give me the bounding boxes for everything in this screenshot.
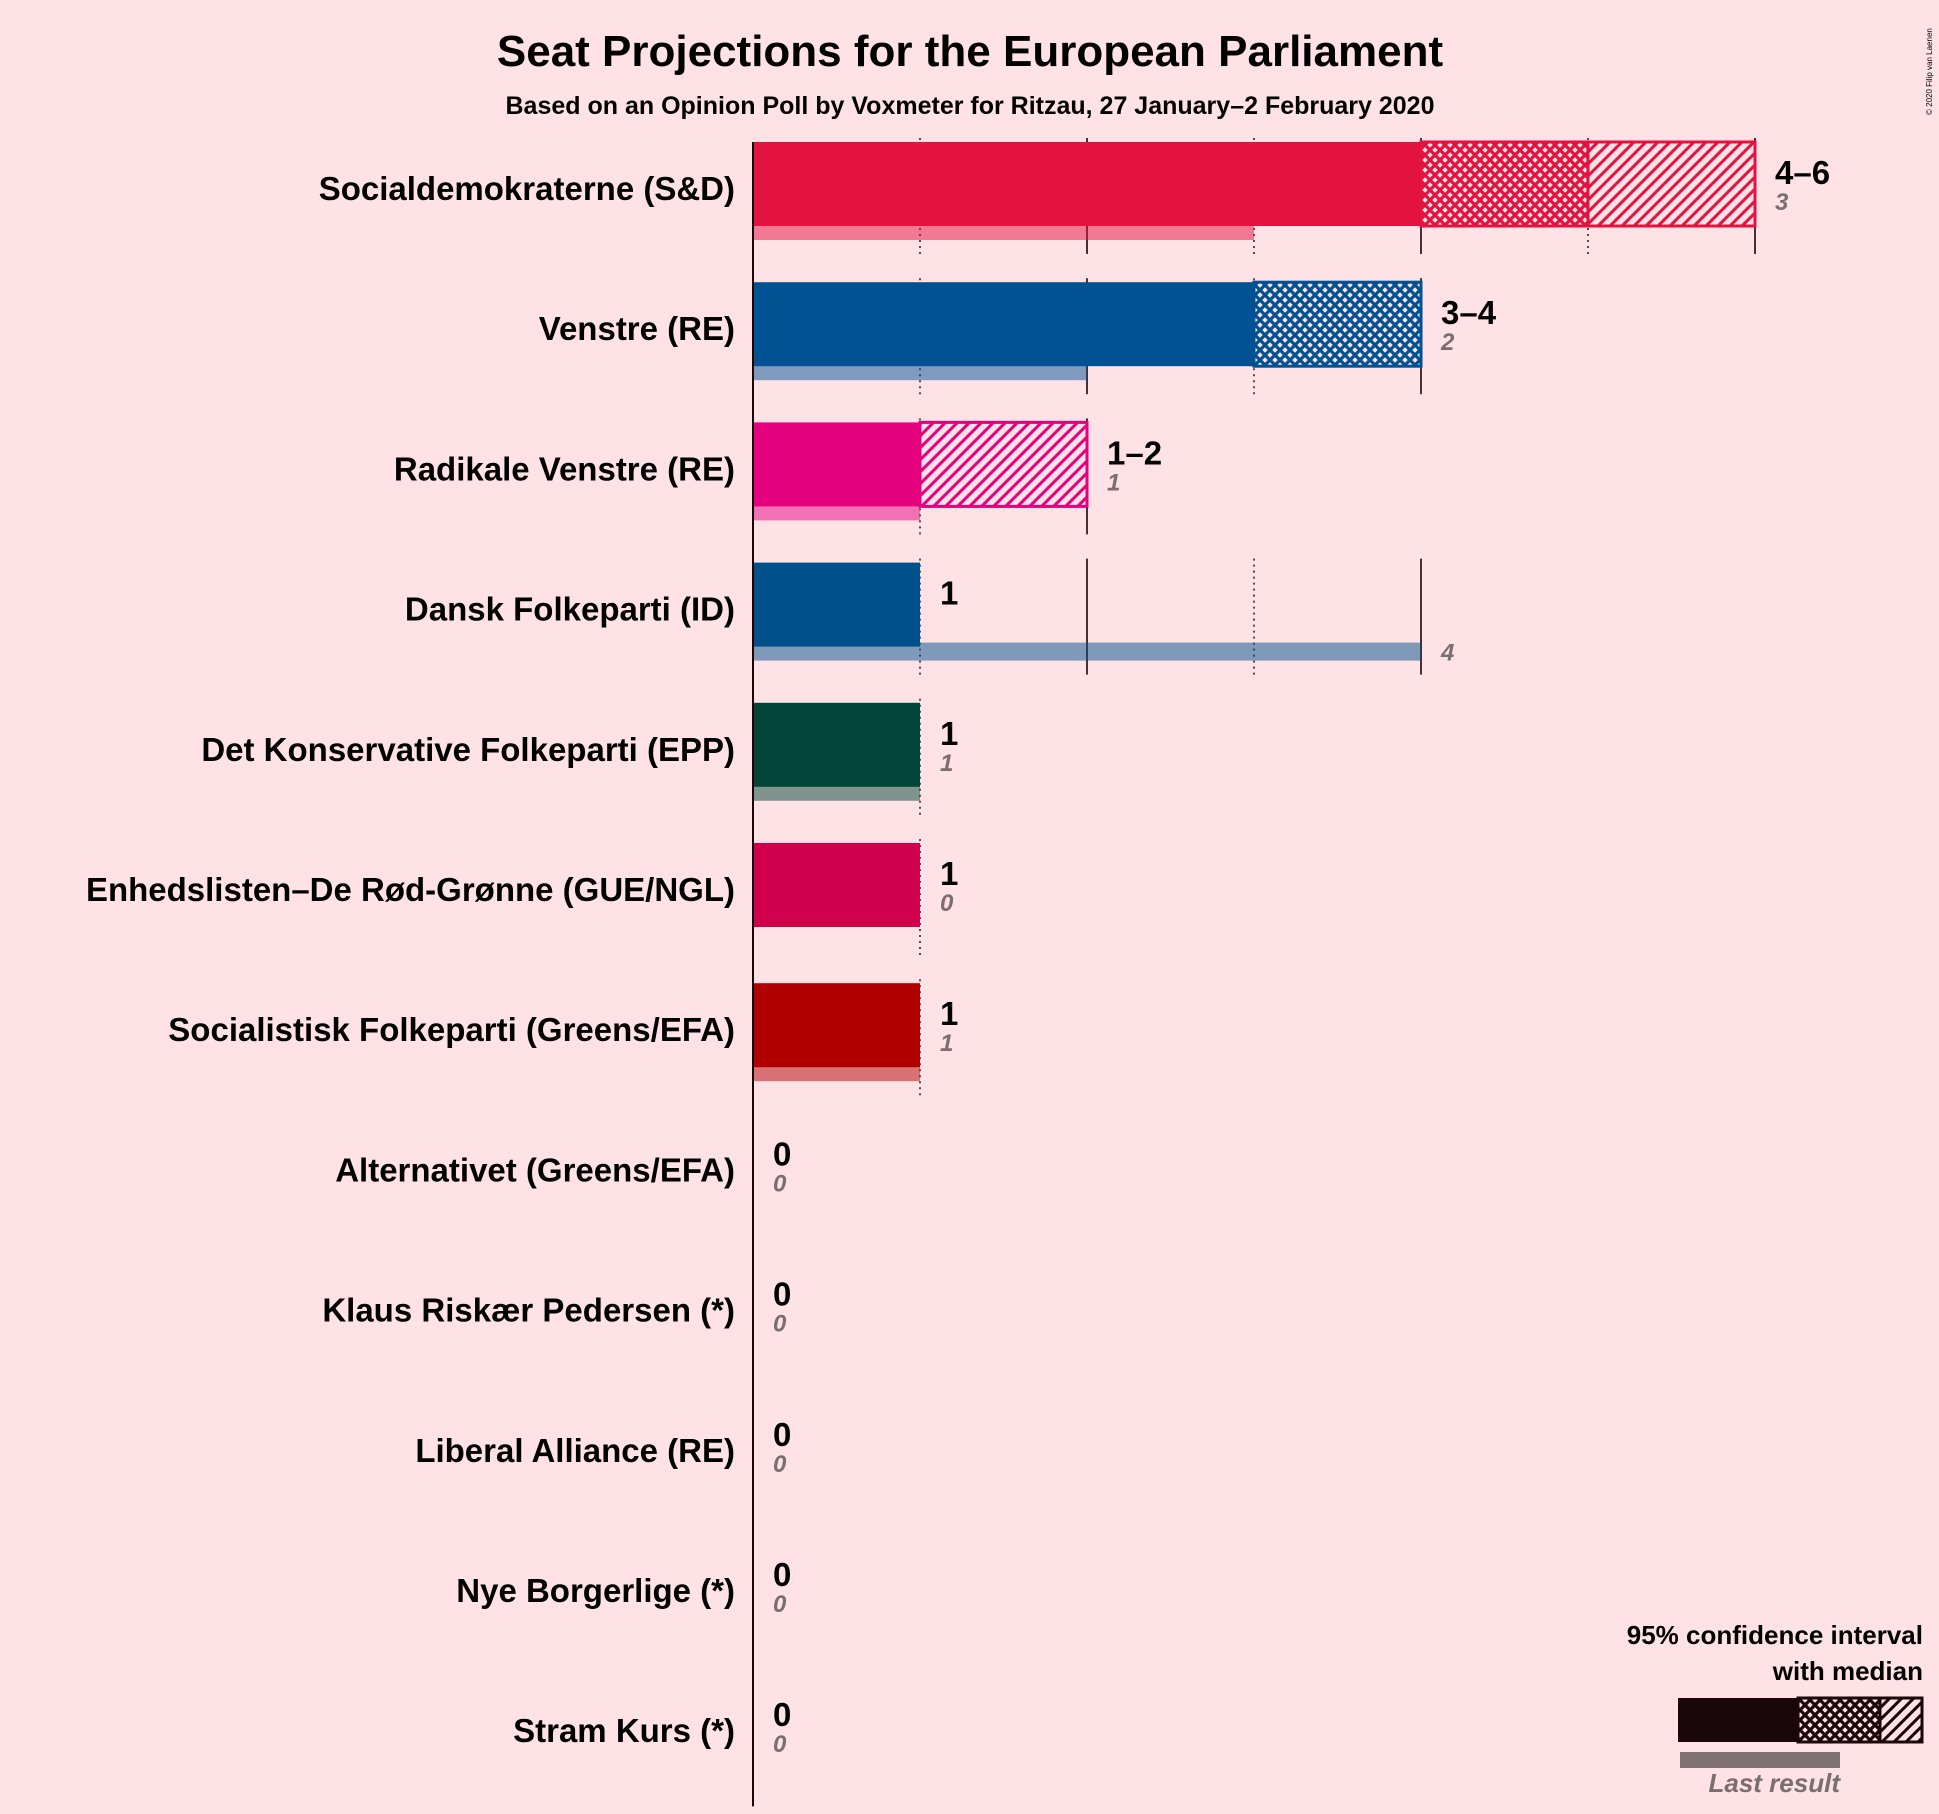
party-label: Stram Kurs (*) — [513, 1712, 735, 1749]
legend-crosshatch-bar — [1796, 1696, 1882, 1744]
party-row: Liberal Alliance (RE) 00 — [415, 1416, 791, 1478]
last-result-label: 0 — [773, 1170, 787, 1197]
last-result-label: 1 — [940, 1030, 953, 1057]
range-label: 0 — [773, 1556, 791, 1593]
party-row: Socialdemokraterne (S&D) 4–63 — [319, 140, 1830, 240]
party-label: Nye Borgerlige (*) — [456, 1572, 735, 1609]
ci-solid-bar — [753, 843, 920, 927]
range-label: 4–6 — [1775, 154, 1830, 191]
ci-solid-bar — [753, 422, 920, 507]
range-label: 0 — [773, 1135, 791, 1172]
party-label: Alternativet (Greens/EFA) — [335, 1151, 735, 1188]
party-label: Dansk Folkeparti (ID) — [405, 591, 735, 628]
legend-diagonal-bar — [1878, 1696, 1924, 1744]
range-label: 1 — [940, 575, 958, 612]
legend-solid-bar — [1678, 1698, 1798, 1742]
last-result-label: 1 — [940, 750, 953, 777]
chart-title: Seat Projections for the European Parlia… — [497, 27, 1444, 76]
range-label: 0 — [773, 1696, 791, 1733]
legend: 95% confidence interval with median Last… — [1627, 1620, 1924, 1798]
chart-subtitle: Based on an Opinion Poll by Voxmeter for… — [506, 92, 1435, 120]
ci-diagonal-bar — [918, 420, 1089, 508]
party-row: Det Konservative Folkeparti (EPP) 11 — [201, 702, 958, 801]
party-row: Nye Borgerlige (*) 00 — [456, 1556, 791, 1618]
party-label: Socialistisk Folkeparti (Greens/EFA) — [168, 1011, 735, 1048]
range-label: 1 — [940, 715, 958, 752]
last-result-label: 1 — [1107, 469, 1120, 496]
party-row: Klaus Riskær Pedersen (*) 00 — [322, 1276, 791, 1338]
legend-title-line2: with median — [1772, 1656, 1923, 1686]
ci-solid-bar — [753, 142, 1421, 226]
party-row: Alternativet (Greens/EFA) 00 — [335, 1135, 791, 1197]
ci-solid-bar — [753, 282, 1254, 367]
ci-crosshatch-bar — [1252, 280, 1423, 368]
party-label: Klaus Riskær Pedersen (*) — [322, 1292, 735, 1329]
party-row: Radikale Venstre (RE) 1–21 — [394, 420, 1162, 521]
party-row: Stram Kurs (*) 00 — [513, 1696, 791, 1758]
party-row: Dansk Folkeparti (ID) 1 4 — [405, 562, 1454, 667]
party-row: Enhedslisten–De Rød-Grønne (GUE/NGL) 10 — [86, 843, 958, 927]
last-result-label: 0 — [773, 1311, 787, 1338]
party-label: Enhedslisten–De Rød-Grønne (GUE/NGL) — [86, 871, 735, 908]
party-label: Liberal Alliance (RE) — [415, 1432, 735, 1469]
ci-solid-bar — [753, 983, 920, 1068]
range-label: 1 — [940, 995, 958, 1032]
party-row: Venstre (RE) 3–42 — [539, 280, 1497, 381]
party-label: Det Konservative Folkeparti (EPP) — [201, 731, 735, 768]
copyright-note: © 2020 Filip van Laenen — [1925, 28, 1934, 115]
last-result-bar — [753, 222, 1254, 240]
party-row: Socialistisk Folkeparti (Greens/EFA) 11 — [168, 983, 958, 1082]
ci-solid-bar — [753, 562, 920, 647]
last-result-bar — [753, 782, 920, 801]
legend-title-line1: 95% confidence interval — [1627, 1620, 1923, 1650]
last-result-label: 2 — [1440, 329, 1455, 356]
party-label: Radikale Venstre (RE) — [394, 450, 735, 487]
last-result-bar — [753, 1063, 920, 1082]
ci-solid-bar — [753, 702, 920, 787]
party-label: Venstre (RE) — [539, 310, 735, 347]
range-label: 0 — [773, 1416, 791, 1453]
legend-last-result-label: Last result — [1709, 1768, 1842, 1798]
last-result-label: 3 — [1775, 189, 1789, 216]
last-result-bar — [753, 502, 920, 521]
range-label: 3–4 — [1441, 294, 1497, 331]
last-result-bar — [753, 642, 1421, 661]
range-label: 1 — [940, 855, 958, 892]
legend-last-result-bar — [1680, 1752, 1840, 1768]
last-result-label: 0 — [773, 1591, 787, 1618]
party-label: Socialdemokraterne (S&D) — [319, 170, 735, 207]
ci-diagonal-bar — [1586, 140, 1757, 228]
range-label: 1–2 — [1107, 434, 1162, 471]
last-result-label: 0 — [773, 1731, 787, 1758]
ci-crosshatch-bar — [1419, 140, 1590, 228]
last-result-label: 4 — [1440, 640, 1454, 667]
last-result-bar — [753, 362, 1087, 381]
last-result-label: 0 — [940, 890, 954, 917]
range-label: 0 — [773, 1276, 791, 1313]
last-result-label: 0 — [773, 1451, 787, 1478]
party-rows: Socialdemokraterne (S&D) 4–63 Venstre (RE)… — [86, 140, 1830, 1758]
